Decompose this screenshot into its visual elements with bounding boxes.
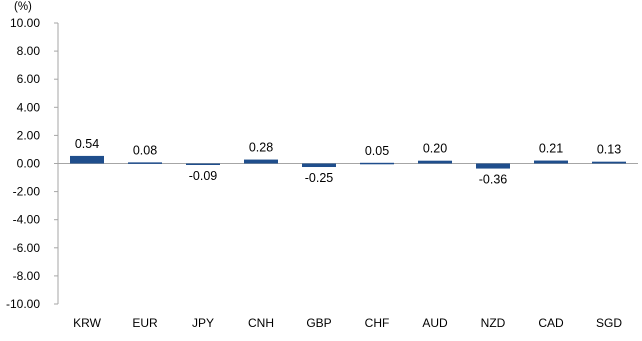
- y-tick-label: 2.00: [17, 128, 41, 142]
- data-label-jpy: -0.09: [189, 169, 218, 183]
- y-axis-unit-label: (%): [14, 1, 32, 13]
- y-tick-label: 10.00: [10, 16, 40, 30]
- bar-cad: [534, 160, 568, 164]
- bar-gbp: [302, 163, 336, 168]
- y-axis-ticks: 10.00 8.00 6.00 4.00 2.00 0.00 -2.00 -4.00 -6.00…: [6, 16, 58, 311]
- data-labels: 0.54 0.08 -0.09 0.28 -0.25 0.05 0.20 -0.36 0.21 0…: [75, 137, 621, 187]
- bar-eur: [128, 162, 162, 164]
- y-tick-label: 8.00: [17, 44, 41, 58]
- bar-cnh: [244, 159, 278, 164]
- bar-nzd: [476, 163, 510, 169]
- data-label-krw: 0.54: [75, 137, 99, 151]
- x-axis-tick-labels: KRW EUR JPY CNH GBP CHF AUD NZD CAD SGD: [73, 316, 622, 330]
- data-label-cad: 0.21: [539, 142, 563, 156]
- x-tick-label-aud: AUD: [422, 316, 448, 330]
- bar-chf: [360, 162, 394, 165]
- bar-series: [70, 155, 626, 169]
- x-tick-label-krw: KRW: [73, 316, 101, 330]
- y-tick-label: -6.00: [13, 241, 41, 255]
- y-tick-label: -2.00: [13, 185, 41, 199]
- y-tick-label: 6.00: [17, 72, 41, 86]
- data-label-aud: 0.20: [423, 142, 447, 156]
- x-tick-label-nzd: NZD: [481, 316, 506, 330]
- data-label-nzd: -0.36: [479, 173, 508, 187]
- data-label-gbp: -0.25: [305, 171, 334, 185]
- y-tick-label: 0.00: [17, 157, 41, 171]
- data-label-cnh: 0.28: [249, 141, 273, 155]
- x-tick-label-jpy: JPY: [192, 316, 214, 330]
- y-tick-label: -10.00: [6, 297, 40, 311]
- x-tick-label-cad: CAD: [538, 316, 564, 330]
- bar-aud: [418, 160, 452, 164]
- bar-krw: [70, 155, 104, 164]
- bar-sgd: [592, 161, 626, 164]
- x-tick-label-sgd: SGD: [596, 316, 622, 330]
- x-tick-label-cnh: CNH: [248, 316, 274, 330]
- bar-jpy: [186, 163, 220, 165]
- data-label-eur: 0.08: [133, 143, 157, 157]
- x-tick-label-eur: EUR: [132, 316, 158, 330]
- data-label-chf: 0.05: [365, 144, 389, 158]
- x-tick-label-gbp: GBP: [306, 316, 331, 330]
- x-tick-label-chf: CHF: [365, 316, 390, 330]
- y-tick-label: -8.00: [13, 269, 41, 283]
- y-tick-label: 4.00: [17, 100, 41, 114]
- y-tick-label: -4.00: [13, 213, 41, 227]
- data-label-sgd: 0.13: [597, 143, 621, 157]
